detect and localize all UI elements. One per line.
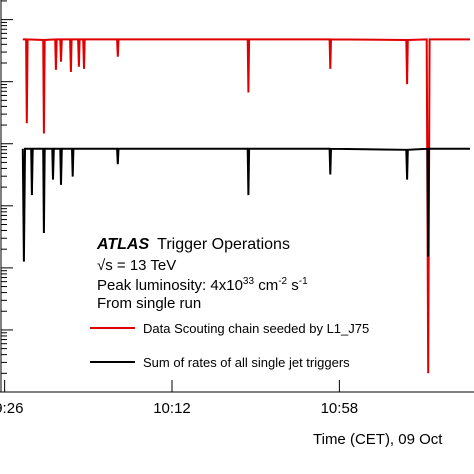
experiment: ATLAS [96,236,149,253]
series-line [21,147,470,262]
legend-label: Sum of rates of all single jet triggers [143,355,350,370]
annotation: ATLAS Trigger Operations [96,236,290,253]
legend-label: Data Scouting chain seeded by L1_J75 [143,321,369,336]
lumi: cm [254,277,278,294]
lumi: 33 [243,276,255,287]
annotation: √s = 13 TeV [97,257,176,274]
series-line [22,38,470,374]
lumi: -2 [278,276,287,287]
lumi: s [287,277,299,294]
legend-entry: Sum of rates of all single jet triggers [90,355,350,370]
legend-entry: Data Scouting chain seeded by L1_J75 [90,321,369,336]
x-tick-label: 09:26 [0,400,23,417]
annotation: Peak luminosity: 4x1033 cm-2 s-1 [97,276,308,294]
label: Trigger Operations [157,236,290,253]
x-tick-label: 10:58 [321,400,359,417]
lumi: Peak luminosity: 4x10 [97,277,243,294]
lumi: -1 [299,276,308,287]
x-axis-label: Time (CET), 09 Oct [313,431,443,448]
annotation: From single run [97,295,201,312]
x-tick-label: 10:12 [153,400,191,417]
